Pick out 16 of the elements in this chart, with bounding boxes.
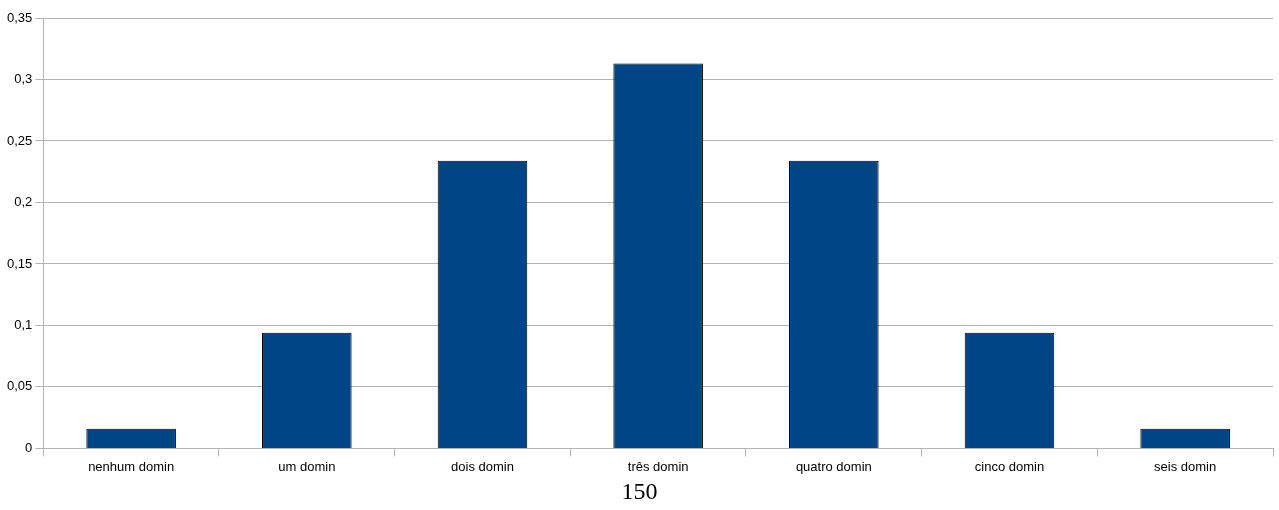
x-tick-label: cinco domin bbox=[974, 458, 1045, 474]
y-tick-label: 0,05 bbox=[6, 378, 33, 394]
text: 150 bbox=[620, 477, 659, 506]
x-tick-label: quatro domin bbox=[795, 458, 872, 474]
x-tick-label: nenhum domin bbox=[88, 458, 175, 474]
y-tick-label: 0 bbox=[25, 439, 33, 455]
y-tick-label: 0,3 bbox=[14, 71, 33, 87]
y-tick-label: 0,2 bbox=[14, 194, 33, 210]
y-tick-label: 0,25 bbox=[6, 132, 33, 148]
x-tick-label: dois domin bbox=[451, 458, 514, 474]
x-tick-label: seis domin bbox=[1154, 458, 1217, 474]
y-tick-label: 0,15 bbox=[6, 255, 33, 271]
x-tick-label: um domin bbox=[278, 458, 336, 474]
y-tick-label: 0,35 bbox=[6, 9, 33, 25]
y-tick-label: 0,1 bbox=[14, 317, 33, 333]
x-tick-label: três domin bbox=[627, 458, 689, 474]
